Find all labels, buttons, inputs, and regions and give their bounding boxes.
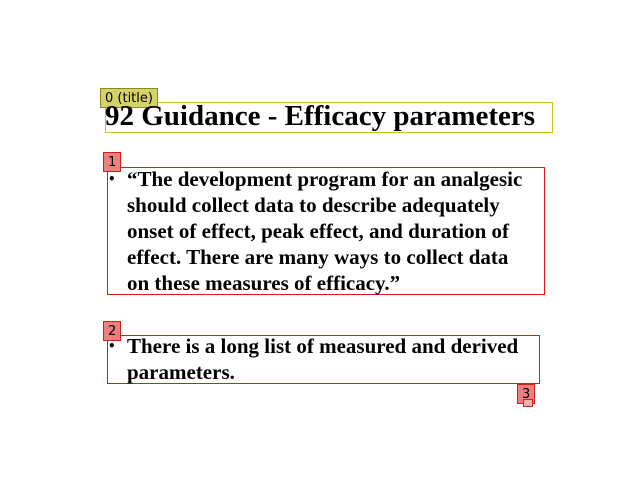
bullet-2-line-1: There is a long list of measured and der… bbox=[127, 334, 519, 358]
bullet-1-line-5: on these measures of efficacy.” bbox=[127, 271, 401, 295]
bullet-2-dot: • bbox=[108, 339, 116, 353]
body-region-2-box bbox=[107, 335, 540, 384]
body-region-1-box bbox=[107, 167, 545, 295]
title-region-tag: 0 (title) bbox=[100, 88, 158, 108]
footer-region-box bbox=[523, 399, 533, 407]
bullet-1-text: “The development program for an analgesi… bbox=[127, 166, 522, 296]
body-region-2-tag: 2 bbox=[103, 321, 122, 341]
slide-title: 92 Guidance - Efficacy parameters bbox=[105, 100, 536, 132]
body-region-1-tag: 1 bbox=[103, 152, 122, 172]
bullet-1-line-3: onset of effect, peak effect, and durati… bbox=[127, 219, 510, 243]
bullet-1-line-4: effect. There are many ways to collect d… bbox=[127, 245, 509, 269]
bullet-1-dot: • bbox=[108, 172, 116, 186]
bullet-1-line-2: should collect data to describe adequate… bbox=[127, 193, 500, 217]
bullet-1-line-1: “The development program for an analgesi… bbox=[127, 167, 523, 191]
title-region-box bbox=[105, 102, 553, 133]
bullet-2-line-2: parameters. bbox=[127, 360, 235, 384]
bullet-1: • “The development program for an analge… bbox=[108, 166, 544, 296]
bullet-2-text: There is a long list of measured and der… bbox=[127, 333, 518, 385]
bullet-2: • There is a long list of measured and d… bbox=[108, 333, 538, 385]
